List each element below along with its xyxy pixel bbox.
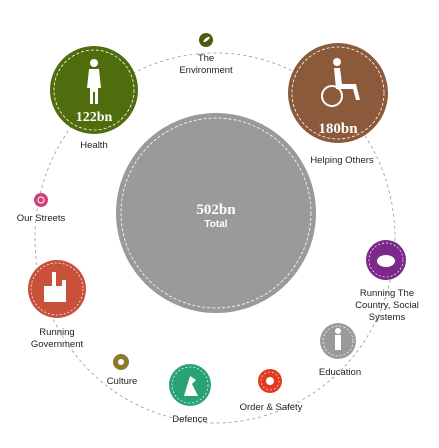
label-health: Health bbox=[80, 140, 108, 151]
label-defence: Defence bbox=[172, 414, 208, 425]
bubble-defence[interactable] bbox=[169, 364, 211, 406]
bubble-health[interactable]: 122bn bbox=[50, 46, 138, 134]
label-environment: The Environment bbox=[179, 53, 233, 76]
label-culture: Culture bbox=[106, 376, 138, 387]
total-label: Total bbox=[204, 219, 227, 230]
bubble-education[interactable] bbox=[320, 323, 356, 359]
streetlight-icon bbox=[37, 196, 45, 204]
bubble-helping-others[interactable]: 180bn bbox=[288, 43, 388, 143]
label-education: Education bbox=[318, 367, 362, 378]
graduate-figure-icon bbox=[335, 328, 341, 350]
mask-icon bbox=[118, 359, 124, 365]
label-helping-others: Helping Others bbox=[310, 155, 374, 166]
helping-others-amount: 180bn bbox=[318, 121, 358, 137]
bubble-order-safety[interactable] bbox=[258, 369, 282, 393]
parliament-icon bbox=[44, 272, 66, 302]
health-amount: 122bn bbox=[76, 110, 113, 125]
badge-icon bbox=[266, 377, 274, 385]
orbit-ring bbox=[34, 52, 396, 424]
bubble-culture[interactable] bbox=[113, 354, 129, 370]
label-our-streets: Our Streets bbox=[16, 213, 66, 224]
bubble-running-government[interactable] bbox=[28, 260, 86, 318]
label-order-safety: Order & Safety bbox=[239, 402, 303, 413]
total-amount: 502bn bbox=[196, 202, 236, 218]
wheelchair-icon bbox=[321, 58, 360, 107]
bubble-running-the-country[interactable] bbox=[366, 240, 406, 280]
piggy-bank-icon bbox=[377, 255, 395, 267]
leaf-icon bbox=[203, 36, 210, 42]
bubble-environment[interactable] bbox=[199, 33, 213, 47]
label-running-government: Running Government bbox=[30, 327, 84, 350]
nurse-figure-icon bbox=[87, 59, 101, 104]
total-circle[interactable]: 502bn Total bbox=[116, 113, 316, 313]
soldier-icon bbox=[184, 376, 198, 396]
bubble-our-streets[interactable] bbox=[34, 193, 48, 207]
label-running-the-country: Running The Country, Social Systems bbox=[355, 288, 419, 323]
